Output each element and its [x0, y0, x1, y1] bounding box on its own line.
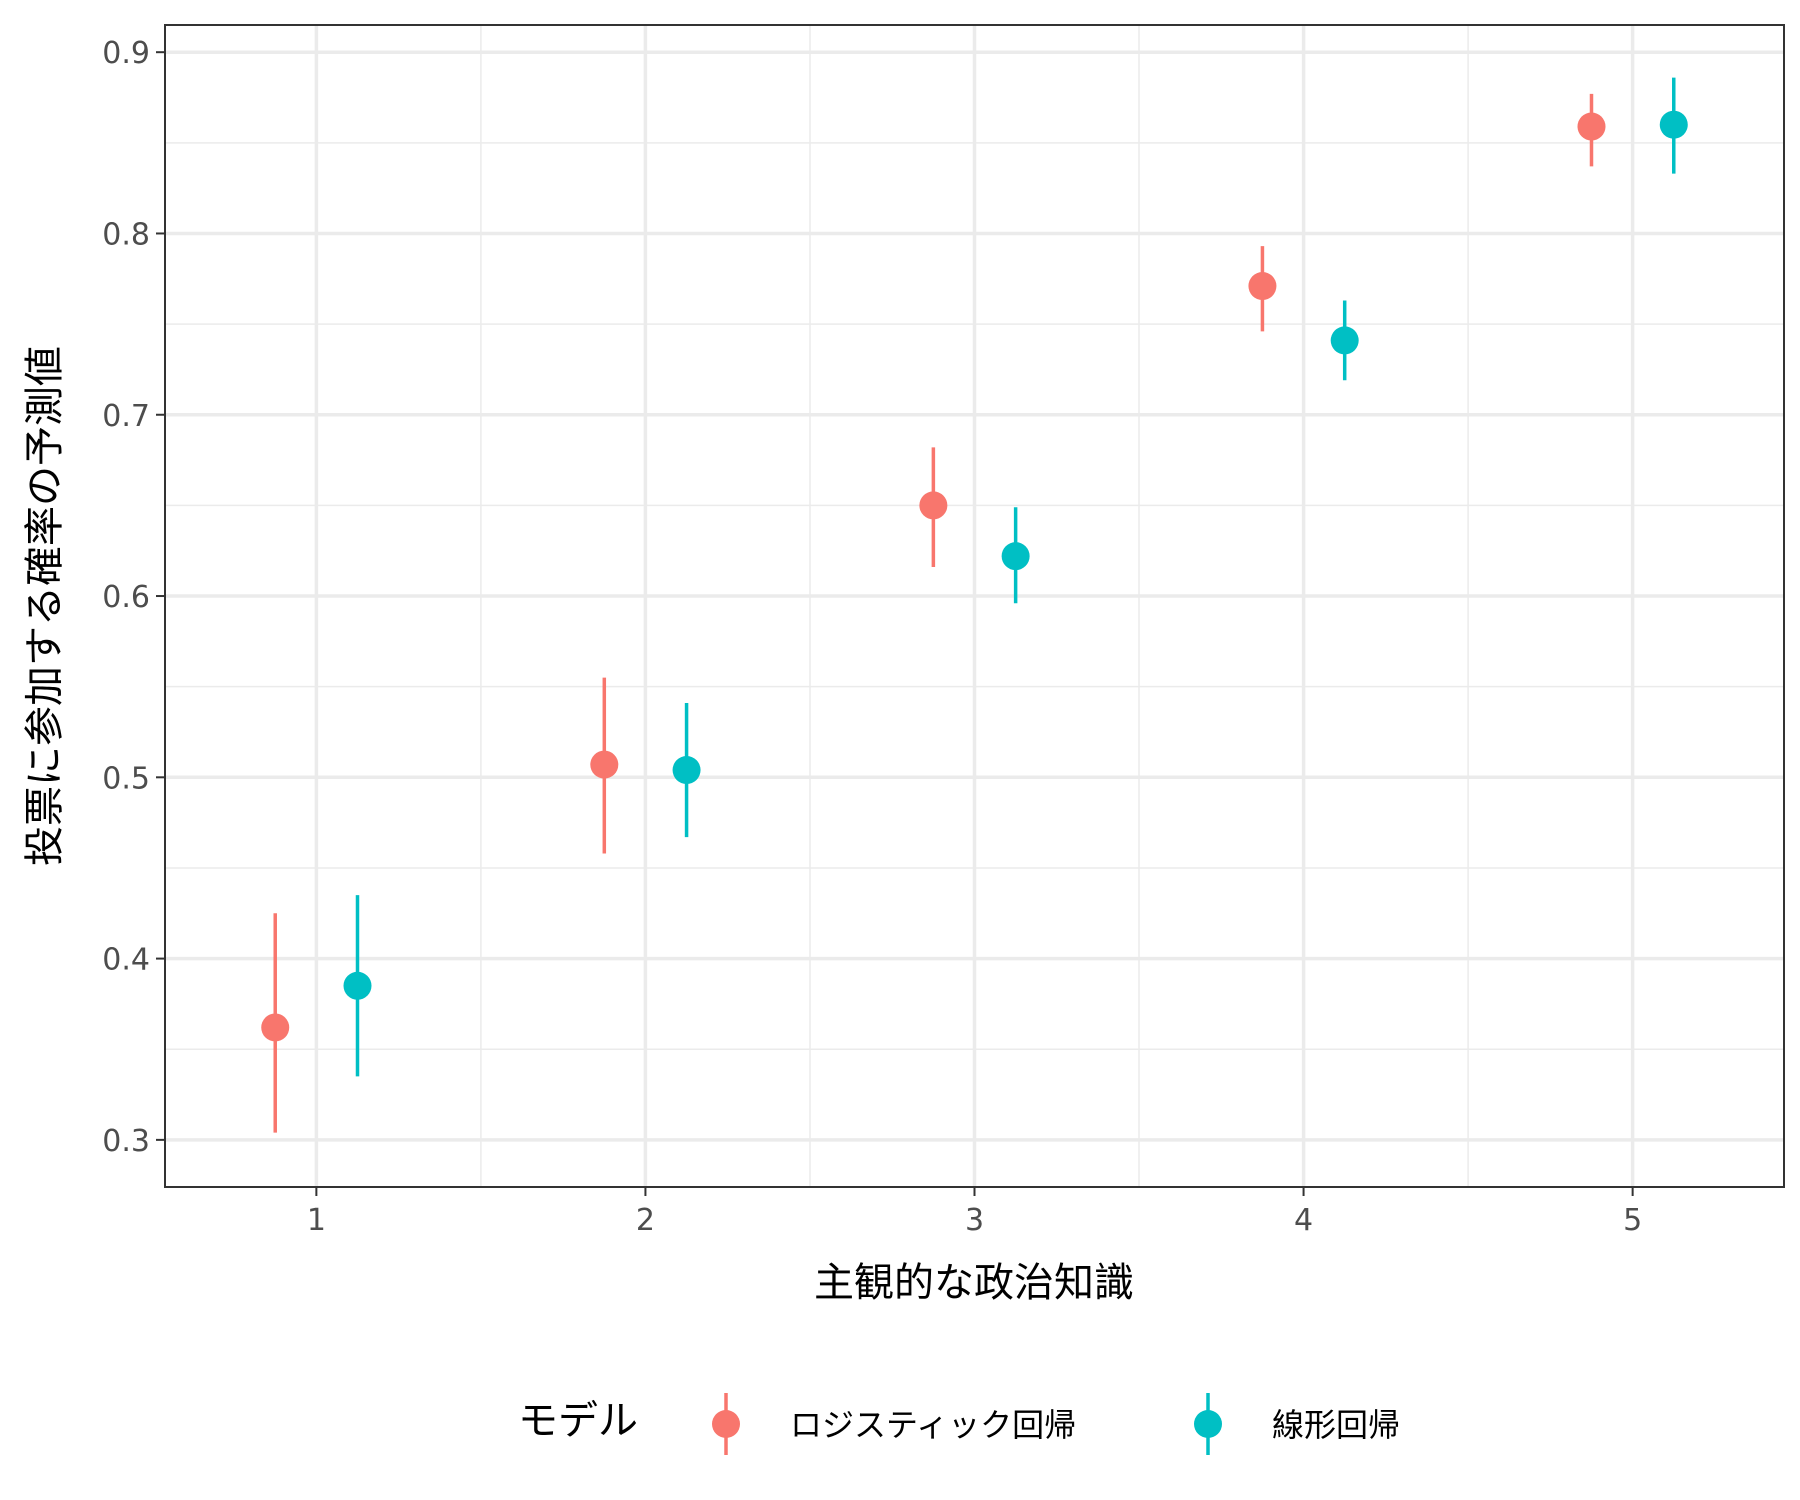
x-tick-label: 3: [965, 1203, 984, 1238]
y-tick-label: 0.3: [102, 1124, 150, 1159]
y-tick-label: 0.5: [102, 761, 150, 796]
data-point: [1248, 272, 1277, 301]
y-tick-label: 0.7: [102, 399, 150, 434]
x-tick-label: 1: [307, 1203, 326, 1238]
data-point: [261, 1013, 290, 1042]
legend-label: 線形回帰: [1272, 1406, 1400, 1444]
y-axis-title: 投票に参加する確率の予測値: [22, 346, 68, 866]
x-axis-title: 主観的な政治知識: [814, 1260, 1134, 1306]
legend-key-point: [1194, 1410, 1222, 1438]
y-tick-label: 0.8: [102, 217, 150, 252]
data-marks: [261, 77, 1688, 1133]
grid: [165, 25, 1784, 1187]
x-tick-label: 4: [1294, 1203, 1313, 1238]
data-point: [919, 491, 948, 520]
data-point: [1001, 542, 1030, 571]
legend-title: モデル: [518, 1398, 638, 1444]
x-tick-label: 5: [1623, 1203, 1642, 1238]
x-tick-label: 2: [636, 1203, 655, 1238]
legend-label: ロジスティック回帰: [790, 1406, 1076, 1444]
y-tick-label: 0.4: [102, 943, 150, 978]
data-point: [1330, 326, 1359, 355]
data-point: [1659, 110, 1688, 139]
data-point: [590, 750, 619, 779]
data-point: [672, 756, 701, 785]
legend-key-point: [712, 1410, 740, 1438]
legend: モデル ロジスティック回帰 線形回帰: [518, 1393, 1400, 1455]
y-tick-label: 0.6: [102, 580, 150, 615]
data-point: [343, 971, 372, 1000]
y-tick-label: 0.9: [102, 36, 150, 71]
data-point: [1577, 112, 1606, 141]
axes: 0.3 0.4 0.5 0.6 0.7 0.8 0.9 1 2 3 4 5: [102, 36, 1642, 1238]
